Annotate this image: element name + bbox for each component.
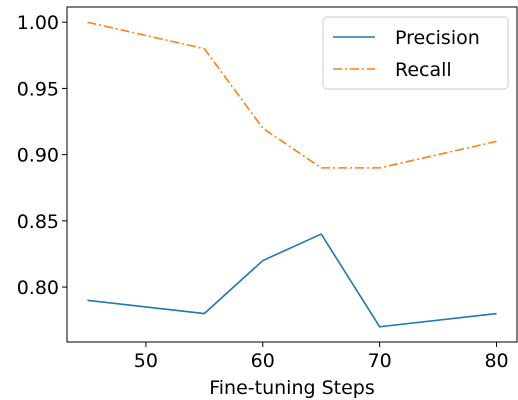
legend: Precision Recall [322,16,509,90]
legend-box [322,16,509,90]
y-tick-label: 0.80 [17,277,59,299]
series-line-precision [87,233,497,328]
y-tick-label: 1.00 [17,12,59,34]
x-axis-label: Fine-tuning Steps [209,377,375,399]
y-tick-label: 0.95 [17,78,59,100]
y-tick-label: 0.85 [17,211,59,233]
x-tick-label: 60 [251,350,275,372]
ticks-layer: 50 60 70 80 0.80 0.85 0.90 0.95 1.00 [17,12,509,372]
series-layer [87,21,497,328]
x-tick-label: 50 [134,350,158,372]
plot-frame [66,6,518,343]
legend-label-precision: Precision [395,27,480,49]
x-tick-label: 80 [484,350,508,372]
legend-label-recall: Recall [395,59,452,81]
y-tick-label: 0.90 [17,145,59,167]
x-tick-label: 70 [368,350,392,372]
